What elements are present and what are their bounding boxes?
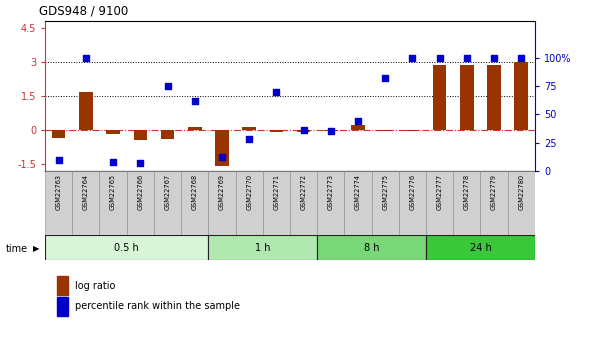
Bar xyxy=(297,130,310,132)
Bar xyxy=(406,130,419,131)
Point xyxy=(217,155,227,160)
Text: 1 h: 1 h xyxy=(255,243,270,253)
Point xyxy=(54,157,64,162)
Bar xyxy=(426,171,453,235)
Point xyxy=(245,137,254,142)
Text: GSM22764: GSM22764 xyxy=(83,174,89,210)
Text: GSM22776: GSM22776 xyxy=(409,174,415,210)
Bar xyxy=(487,65,501,130)
Text: GSM22765: GSM22765 xyxy=(110,174,116,210)
Bar xyxy=(154,171,181,235)
Text: GSM22774: GSM22774 xyxy=(355,174,361,210)
Text: GSM22779: GSM22779 xyxy=(491,174,497,210)
Bar xyxy=(127,171,154,235)
Bar xyxy=(399,171,426,235)
Point xyxy=(489,56,499,61)
Text: GSM22767: GSM22767 xyxy=(165,174,171,210)
Point xyxy=(435,56,445,61)
Bar xyxy=(317,235,426,260)
Bar xyxy=(160,130,174,139)
Point xyxy=(108,159,118,165)
Point xyxy=(135,160,145,166)
Text: GSM22770: GSM22770 xyxy=(246,174,252,210)
Bar xyxy=(209,171,236,235)
Point xyxy=(190,98,200,104)
Bar xyxy=(371,171,399,235)
Bar xyxy=(270,130,283,132)
Point xyxy=(353,118,363,124)
Text: GSM22775: GSM22775 xyxy=(382,174,388,210)
Bar xyxy=(379,130,392,131)
Text: percentile rank within the sample: percentile rank within the sample xyxy=(75,302,240,311)
Point xyxy=(326,129,335,134)
Bar xyxy=(351,125,365,130)
Text: GDS948 / 9100: GDS948 / 9100 xyxy=(39,4,129,17)
Text: 24 h: 24 h xyxy=(469,243,492,253)
Bar xyxy=(209,235,317,260)
Bar xyxy=(79,92,93,130)
Bar xyxy=(433,65,447,130)
Bar xyxy=(181,171,209,235)
Bar xyxy=(344,171,371,235)
Text: GSM22778: GSM22778 xyxy=(464,174,470,210)
Bar xyxy=(324,130,338,131)
Point xyxy=(462,56,472,61)
Text: GSM22766: GSM22766 xyxy=(137,174,143,210)
Text: 0.5 h: 0.5 h xyxy=(114,243,139,253)
Bar xyxy=(480,171,508,235)
Bar xyxy=(263,171,290,235)
Point xyxy=(272,89,281,95)
Bar xyxy=(508,171,535,235)
Point xyxy=(516,56,526,61)
Text: 8 h: 8 h xyxy=(364,243,379,253)
Bar xyxy=(514,62,528,130)
Text: GSM22777: GSM22777 xyxy=(437,174,443,210)
Bar xyxy=(453,171,480,235)
Bar xyxy=(290,171,317,235)
Point xyxy=(299,128,308,133)
Bar xyxy=(45,171,72,235)
Bar xyxy=(426,235,535,260)
Bar xyxy=(106,130,120,134)
Point xyxy=(81,56,91,61)
Point xyxy=(163,83,172,89)
Bar xyxy=(317,171,344,235)
Text: GSM22768: GSM22768 xyxy=(192,174,198,210)
Bar xyxy=(460,65,474,130)
Bar xyxy=(242,127,256,130)
Text: GSM22769: GSM22769 xyxy=(219,174,225,210)
Text: log ratio: log ratio xyxy=(75,281,115,290)
Bar xyxy=(215,130,229,166)
Bar xyxy=(45,235,209,260)
Text: time: time xyxy=(6,244,28,254)
Bar xyxy=(72,171,100,235)
Text: ▶: ▶ xyxy=(33,244,40,253)
Text: GSM22773: GSM22773 xyxy=(328,174,334,210)
Bar xyxy=(100,171,127,235)
Bar xyxy=(52,130,66,138)
Text: GSM22780: GSM22780 xyxy=(518,174,524,210)
Point xyxy=(407,56,417,61)
Point xyxy=(380,76,390,81)
Text: GSM22771: GSM22771 xyxy=(273,174,279,210)
Bar xyxy=(133,130,147,140)
Text: GSM22772: GSM22772 xyxy=(300,174,307,210)
Bar xyxy=(188,127,201,130)
Text: GSM22763: GSM22763 xyxy=(56,174,62,210)
Bar xyxy=(236,171,263,235)
